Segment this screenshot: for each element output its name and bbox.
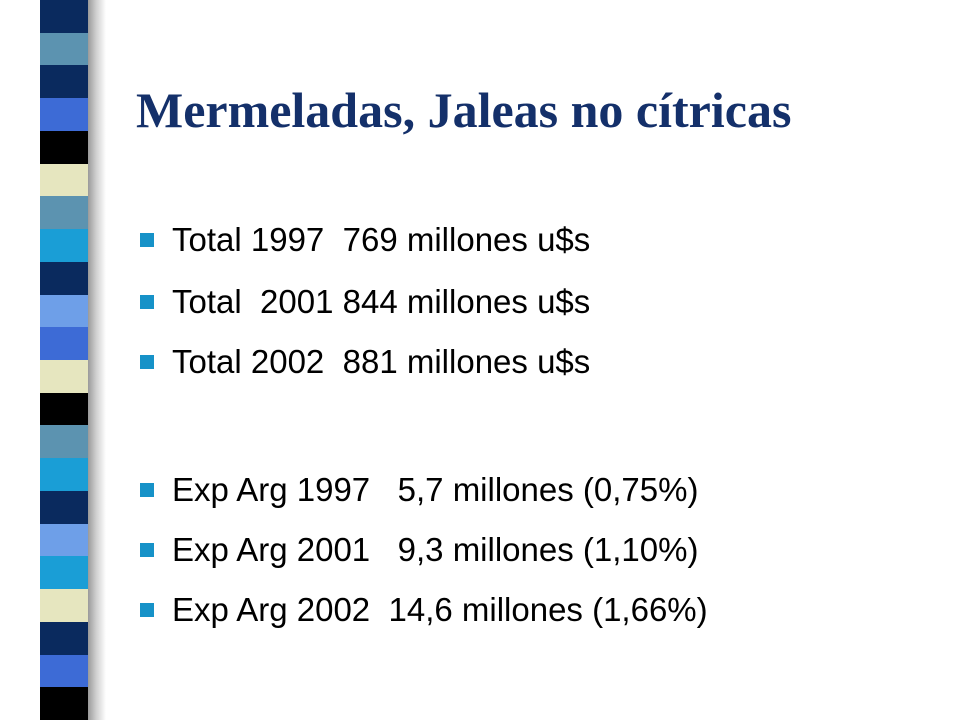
bullet-text: Exp Arg 2001 9,3 millones (1,10%) — [172, 531, 699, 568]
stripe-segment — [40, 556, 88, 591]
square-bullet-icon — [140, 603, 154, 617]
stripe-segment — [40, 0, 88, 34]
square-bullet-icon — [140, 233, 154, 247]
stripe-shadow — [88, 0, 106, 720]
bullet-item-total-2002: Total 2002 881 millones u$s — [140, 340, 590, 384]
bullet-text: Exp Arg 2002 14,6 millones (1,66%) — [172, 591, 708, 628]
slide-title: Mermeladas, Jaleas no cítricas — [136, 82, 792, 138]
bullet-text: Exp Arg 1997 5,7 millones (0,75%) — [172, 471, 699, 508]
stripe-segment — [40, 130, 88, 165]
bullet-item-total-1997: Total 1997 769 millones u$s — [140, 218, 590, 262]
stripe-segment — [40, 229, 88, 263]
stripe-segment — [40, 294, 88, 329]
stripe-segment — [40, 654, 88, 689]
stripe-segment — [40, 98, 88, 132]
stripe-segment — [40, 327, 88, 361]
bullet-item-exp-arg-1997: Exp Arg 1997 5,7 millones (0,75%) — [140, 468, 698, 512]
stripe-segment — [40, 65, 88, 100]
stripe-segment — [40, 196, 88, 231]
square-bullet-icon — [140, 483, 154, 497]
stripe-segment — [40, 589, 88, 623]
bullet-text: Total 2002 881 millones u$s — [172, 343, 591, 380]
decorative-stripe-bar — [40, 0, 88, 720]
stripe-segment — [40, 523, 88, 558]
stripe-segment — [40, 458, 88, 492]
bullet-item-exp-arg-2002: Exp Arg 2002 14,6 millones (1,66%) — [140, 588, 708, 632]
stripe-segment — [40, 490, 88, 525]
bullet-text: Total 2001 844 millones u$s — [172, 283, 591, 320]
bullet-item-total-2001: Total 2001 844 millones u$s — [140, 280, 590, 324]
stripe-segment — [40, 32, 88, 67]
stripe-segment — [40, 163, 88, 198]
bullet-item-exp-arg-2001: Exp Arg 2001 9,3 millones (1,10%) — [140, 528, 698, 572]
bullet-text: Total 1997 769 millones u$s — [172, 221, 591, 258]
stripe-segment — [40, 687, 88, 720]
square-bullet-icon — [140, 295, 154, 309]
stripe-segment — [40, 621, 88, 656]
square-bullet-icon — [140, 355, 154, 369]
stripe-segment — [40, 392, 88, 427]
square-bullet-icon — [140, 543, 154, 557]
stripe-segment — [40, 261, 88, 296]
stripe-segment — [40, 360, 88, 394]
stripe-segment — [40, 425, 88, 460]
